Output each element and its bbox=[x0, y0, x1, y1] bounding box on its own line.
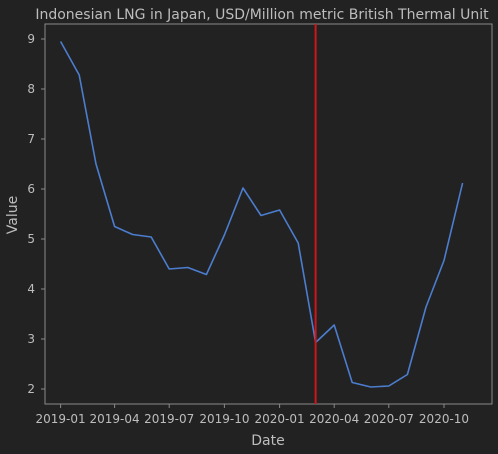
x-tick-label: 2020-10 bbox=[419, 412, 469, 426]
y-tick-label: 7 bbox=[27, 132, 35, 146]
y-tick-label: 9 bbox=[27, 32, 35, 46]
x-tick-label: 2020-04 bbox=[309, 412, 359, 426]
y-axis: 2 3 4 5 6 7 8 9 bbox=[27, 32, 45, 396]
y-tick-label: 5 bbox=[27, 232, 35, 246]
plot-area bbox=[44, 23, 493, 405]
x-tick-label: 2019-01 bbox=[36, 412, 86, 426]
x-axis-title: Date bbox=[251, 433, 284, 449]
y-tick-label: 4 bbox=[27, 282, 35, 296]
y-tick-label: 2 bbox=[27, 382, 35, 396]
x-tick-label: 2020-01 bbox=[255, 412, 305, 426]
x-tick-label: 2019-10 bbox=[199, 412, 249, 426]
chart-title: Indonesian LNG in Japan, USD/Million met… bbox=[35, 7, 489, 23]
series-layer bbox=[59, 41, 464, 388]
y-tick-label: 3 bbox=[27, 332, 35, 346]
y-tick-label: 8 bbox=[27, 82, 35, 96]
series-line bbox=[59, 41, 464, 388]
y-tick-label: 6 bbox=[27, 182, 35, 196]
x-tick-label: 2019-07 bbox=[144, 412, 194, 426]
x-tick-label: 2019-04 bbox=[90, 412, 140, 426]
x-axis: 2019-01 2019-04 2019-07 2019-10 2020-01 2020-… bbox=[36, 404, 469, 426]
y-axis-title: Value bbox=[5, 196, 21, 234]
x-tick-label: 2020-07 bbox=[364, 412, 414, 426]
